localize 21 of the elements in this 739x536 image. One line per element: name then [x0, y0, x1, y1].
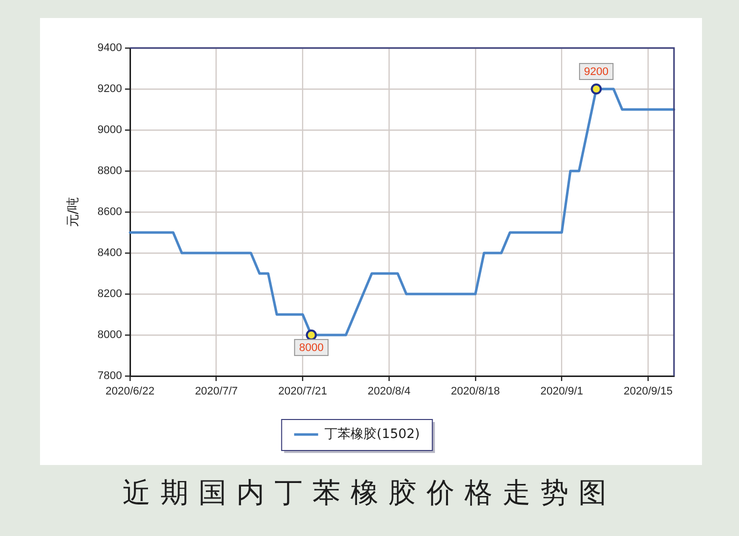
- text: 近期国内丁苯橡胶价格走势图: [122, 475, 618, 511]
- x-tick-label: 2020/8/18: [450, 386, 500, 398]
- y-tick-label: 8600: [98, 206, 122, 218]
- x-tick-label: 2020/9/15: [624, 386, 673, 398]
- y-tick-label: 9200: [98, 83, 122, 96]
- data-label: 8000: [299, 342, 324, 354]
- y-tick-label: 8400: [98, 247, 122, 260]
- y-tick-label: 9400: [98, 42, 122, 54]
- y-tick-label: 7800: [98, 370, 122, 382]
- x-tick-label: 2020/9/1: [540, 386, 584, 398]
- y-tick-label: 8200: [98, 288, 122, 300]
- x-tick-label: 2020/7/21: [278, 386, 328, 398]
- x-tick-label: 2020/8/4: [368, 386, 410, 398]
- x-tick-label: 2020/6/22: [106, 386, 154, 398]
- y-axis-title: 元/吨: [66, 196, 82, 228]
- legend-label: 丁苯橡胶(1502): [324, 426, 420, 442]
- x-tick-label: 2020/7/7: [194, 386, 238, 398]
- y-tick-label: 8800: [98, 165, 122, 178]
- y-tick-label: 8000: [98, 329, 122, 342]
- data-label: 9200: [584, 66, 609, 78]
- y-tick-label: 9000: [98, 124, 122, 136]
